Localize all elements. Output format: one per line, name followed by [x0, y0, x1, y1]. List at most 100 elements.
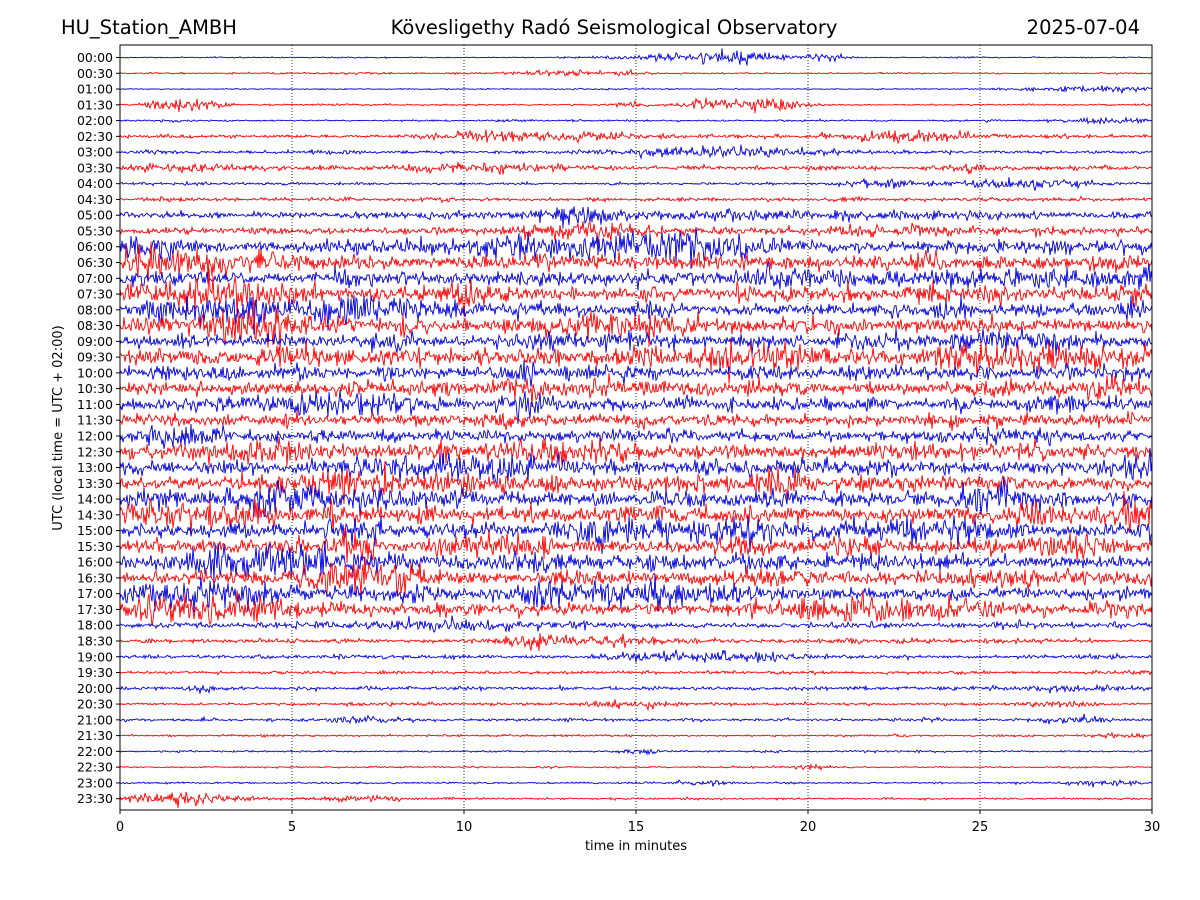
y-tick-label: 19:00	[77, 649, 113, 664]
y-tick-label: 04:30	[77, 192, 113, 207]
y-tick-label: 19:30	[77, 665, 113, 680]
vertical-grid	[291, 45, 981, 810]
x-axis-ticks: 0 5 10 15 20 25 30	[116, 810, 1160, 835]
trace-line	[119, 68, 1153, 78]
trace-line	[119, 649, 1153, 663]
y-tick-label: 21:30	[77, 728, 113, 743]
y-tick-label: 15:30	[77, 539, 113, 554]
record-date: 2025-07-04	[1026, 16, 1140, 39]
trace-line	[120, 748, 1153, 756]
y-tick-label: 14:30	[77, 507, 113, 522]
trace-line	[119, 129, 1153, 145]
trace-line	[119, 177, 1153, 191]
trace-line	[119, 633, 1153, 652]
trace-line	[119, 360, 1153, 388]
trace-line	[119, 206, 1153, 229]
y-tick-label: 14:00	[77, 492, 113, 507]
y-tick-label: 11:30	[77, 413, 113, 428]
y-axis-ticks: 00:0000:3001:0001:3002:0002:3003:0003:30…	[77, 50, 120, 806]
trace-line	[119, 436, 1153, 467]
trace-line	[119, 448, 1153, 485]
trace-line	[119, 527, 1153, 563]
x-axis-label: time in minutes	[585, 839, 687, 854]
y-tick-label: 16:00	[77, 555, 113, 570]
trace-line	[119, 713, 1153, 725]
trace-line	[119, 268, 1153, 317]
trace-line	[119, 791, 1153, 808]
y-tick-label: 03:30	[77, 160, 113, 175]
y-tick-label: 18:00	[77, 618, 113, 633]
trace-line	[119, 221, 1153, 244]
y-tick-label: 08:30	[77, 318, 113, 333]
y-axis-label: UTC (local time = UTC + 02:00)	[51, 325, 66, 530]
y-tick-label: 23:00	[77, 775, 113, 790]
observatory-title: Kövesligethy Radó Seismological Observat…	[390, 16, 838, 39]
seismic-traces	[119, 48, 1153, 808]
trace-line	[119, 295, 1153, 335]
y-tick-label: 01:00	[77, 82, 113, 97]
x-tick-label: 5	[288, 820, 296, 835]
trace-line	[119, 144, 1153, 160]
y-tick-label: 04:00	[77, 176, 113, 191]
trace-line	[119, 589, 1153, 627]
trace-line	[119, 241, 1153, 283]
trace-line	[119, 195, 1153, 204]
trace-line	[119, 84, 1153, 94]
trace-line	[119, 116, 1153, 126]
y-tick-label: 03:00	[77, 145, 113, 160]
trace-line	[119, 97, 1153, 114]
x-tick-label: 0	[116, 820, 124, 835]
trace-line	[119, 615, 1153, 634]
trace-line	[119, 476, 1153, 518]
y-tick-label: 11:00	[77, 397, 113, 412]
trace-line	[119, 326, 1153, 357]
y-tick-label: 07:30	[77, 287, 113, 302]
trace-line	[119, 460, 1153, 504]
y-tick-label: 23:30	[77, 791, 113, 806]
y-tick-label: 05:00	[77, 208, 113, 223]
trace-line	[119, 731, 1153, 740]
x-tick-label: 25	[972, 820, 989, 835]
y-tick-label: 06:30	[77, 255, 113, 270]
trace-line	[119, 556, 1153, 597]
y-tick-label: 09:30	[77, 350, 113, 365]
trace-line	[119, 669, 1153, 676]
x-tick-label: 20	[800, 820, 817, 835]
trace-line	[119, 541, 1153, 581]
y-tick-label: 17:00	[77, 586, 113, 601]
y-tick-label: 22:00	[77, 744, 113, 759]
y-tick-label: 17:30	[77, 602, 113, 617]
trace-line	[119, 699, 1153, 712]
y-tick-label: 22:30	[77, 760, 113, 775]
y-tick-label: 06:00	[77, 239, 113, 254]
x-tick-label: 15	[628, 820, 645, 835]
trace-line	[119, 410, 1153, 432]
y-tick-label: 09:00	[77, 334, 113, 349]
y-tick-label: 05:30	[77, 223, 113, 238]
trace-line	[119, 48, 1153, 66]
station-name: HU_Station_AMBH	[61, 16, 237, 39]
x-tick-label: 30	[1144, 820, 1161, 835]
trace-line	[119, 490, 1153, 534]
y-tick-label: 01:30	[77, 97, 113, 112]
y-tick-label: 10:00	[77, 365, 113, 380]
y-tick-label: 12:00	[77, 428, 113, 443]
x-tick-label: 10	[456, 820, 473, 835]
trace-line	[119, 424, 1153, 449]
trace-line	[119, 778, 1153, 788]
y-tick-label: 08:00	[77, 302, 113, 317]
y-tick-label: 02:30	[77, 129, 113, 144]
y-tick-label: 21:00	[77, 712, 113, 727]
trace-line	[119, 763, 1153, 771]
y-tick-label: 16:30	[77, 570, 113, 585]
y-tick-label: 07:00	[77, 271, 113, 286]
y-tick-label: 00:30	[77, 66, 113, 81]
y-tick-label: 12:30	[77, 444, 113, 459]
trace-line	[119, 261, 1153, 291]
y-tick-label: 00:00	[77, 50, 113, 65]
trace-line	[119, 339, 1153, 384]
y-tick-label: 15:00	[77, 523, 113, 538]
y-tick-label: 13:00	[77, 460, 113, 475]
